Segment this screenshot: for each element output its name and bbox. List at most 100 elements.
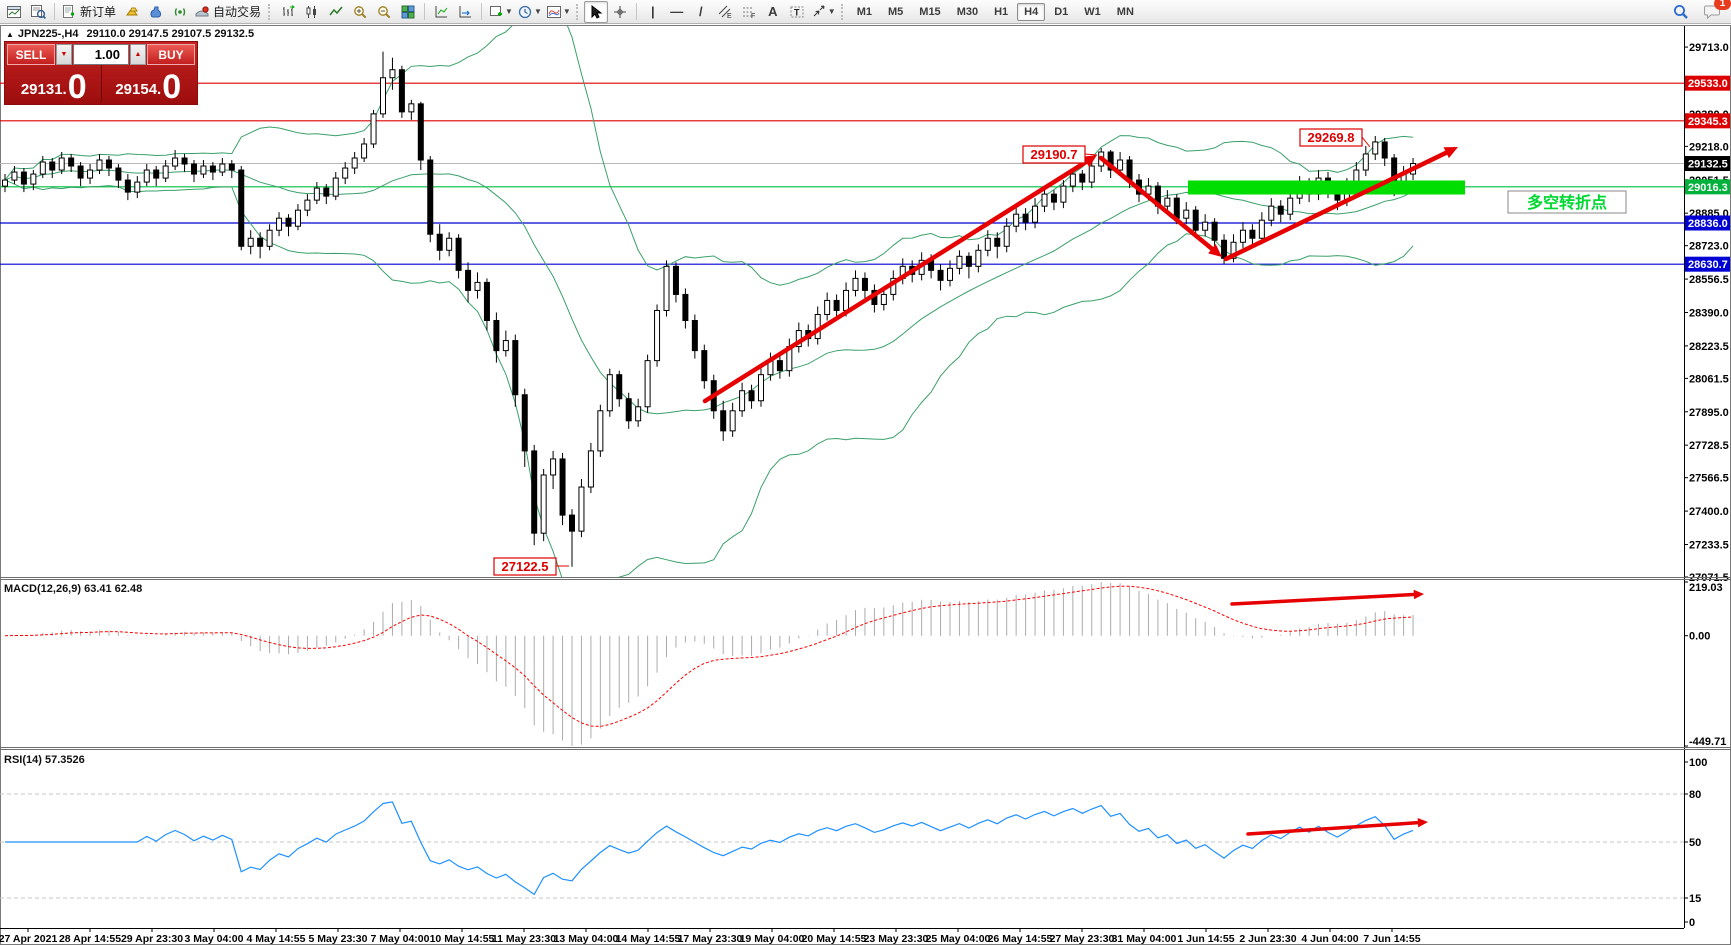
text-label-tool-button[interactable]: T — [785, 1, 809, 23]
search-button[interactable] — [1669, 1, 1693, 23]
date-tick-label: 29 Apr 23:30 — [121, 933, 183, 945]
new-order-button[interactable]: 新订单 — [59, 1, 120, 23]
sell-price[interactable]: 29131. 0 — [7, 65, 101, 104]
svg-text:15: 15 — [1689, 893, 1701, 905]
symbol-arrow-icon: ▲ — [6, 30, 14, 39]
buy-price[interactable]: 29154. 0 — [100, 65, 196, 106]
indicator-window-button[interactable] — [429, 1, 453, 23]
date-tick-label: 10 May 14:55 — [430, 933, 495, 945]
periods-button[interactable]: ▼ — [515, 1, 544, 23]
timeframe-button-h4[interactable]: H4 — [1017, 2, 1046, 21]
arrows-tool-button[interactable]: ▼ — [809, 1, 838, 23]
chart-title: ▲ JPN225-,H4 29110.0 29147.5 29107.5 29132… — [6, 28, 254, 40]
equidistant-channel-icon: E — [718, 5, 732, 20]
tile-windows-button[interactable] — [396, 1, 420, 23]
vertical-line-tool-button[interactable]: | — [641, 1, 665, 23]
dropdown-caret-icon: ▼ — [562, 7, 571, 16]
date-tick-label: 4 Jun 04:00 — [1301, 933, 1358, 945]
bars-chart-icon — [283, 4, 295, 16]
timeframe-button-h1[interactable]: H1 — [994, 5, 1009, 18]
svg-text:28223.5: 28223.5 — [1689, 341, 1729, 353]
data-window-button[interactable] — [26, 1, 50, 23]
bars-chart-button[interactable] — [276, 1, 300, 23]
chart-ohlc-values: 29110.0 29147.5 29107.5 29132.5 — [86, 28, 255, 40]
cursor-tool-button[interactable] — [583, 0, 608, 23]
auto-trading-button[interactable]: 自动交易 — [192, 1, 265, 23]
zoom-out-icon — [378, 5, 391, 18]
templates-button[interactable]: ▼ — [544, 1, 573, 23]
trade-panel-controls: SELL ▼ 1.00 ▲ BUY — [7, 44, 195, 65]
svg-text:29533.0: 29533.0 — [1688, 78, 1728, 90]
chart-window-button[interactable] — [2, 1, 26, 23]
arrow-objects-icon — [813, 5, 825, 16]
sell-button[interactable]: SELL — [7, 44, 55, 65]
notifications-button[interactable]: 1 — [1701, 0, 1731, 23]
dropdown-caret-icon: ▼ — [827, 7, 836, 16]
trend-arrows — [702, 147, 1458, 404]
search-icon — [1674, 4, 1688, 19]
candles-chart-button[interactable] — [300, 1, 324, 23]
trendline-tool-button[interactable]: / — [689, 1, 713, 23]
text-label-icon: T — [790, 6, 804, 17]
date-tick-label: 27 Apr 2021 — [0, 933, 57, 945]
timeframe-button-m15[interactable]: M15 — [919, 5, 941, 18]
text-tool-button[interactable]: A — [761, 1, 785, 23]
profiles-button[interactable] — [144, 1, 168, 23]
fibonacci-icon: F — [742, 7, 755, 20]
timeframe-button-w1[interactable]: W1 — [1084, 5, 1101, 18]
indicator-window-icon — [435, 5, 448, 17]
date-tick-label: 3 May 04:00 — [185, 933, 244, 945]
svg-text:F: F — [751, 13, 755, 20]
timeframe-button-m30[interactable]: M30 — [956, 5, 979, 18]
volume-decrease-button[interactable]: ▼ — [56, 44, 72, 65]
chart-symbol: JPN225-,H4 — [17, 28, 79, 40]
timeframe-button-m5[interactable]: M5 — [888, 5, 904, 18]
crosshair-tool-button[interactable] — [608, 1, 632, 23]
annotation-box[interactable] — [493, 557, 557, 576]
date-tick-label: 7 May 04:00 — [371, 933, 430, 945]
date-tick-label: 26 May 14:55 — [988, 933, 1053, 945]
horizontal-line-tool-button[interactable]: — — [665, 1, 689, 23]
svg-text:29132.5: 29132.5 — [1688, 159, 1728, 171]
buy-button[interactable]: BUY — [147, 44, 195, 65]
fibonacci-tool-button[interactable]: F — [737, 1, 761, 23]
candles-chart-icon — [306, 5, 317, 18]
annotation-box[interactable] — [1022, 145, 1086, 164]
zoom-out-button[interactable] — [372, 1, 396, 23]
buy-price-prefix: 29154. — [115, 81, 162, 98]
signals-button[interactable] — [168, 1, 192, 23]
date-tick-label: 1 Jun 14:55 — [1177, 933, 1234, 945]
volume-increase-button[interactable]: ▲ — [130, 44, 146, 65]
line-chart-icon — [329, 6, 343, 15]
note-box[interactable] — [1507, 190, 1627, 214]
svg-text:28836.0: 28836.0 — [1688, 218, 1728, 230]
objects-window-button[interactable] — [453, 1, 477, 23]
svg-text:E: E — [727, 13, 732, 20]
svg-text:29713.0: 29713.0 — [1689, 42, 1729, 54]
zoom-in-button[interactable] — [348, 1, 372, 23]
channel-tool-button[interactable]: E — [713, 1, 737, 23]
timeframe-button-mn[interactable]: MN — [1116, 5, 1134, 18]
profiles-icon — [150, 6, 162, 17]
svg-text:80: 80 — [1689, 789, 1701, 801]
annotation-box[interactable] — [1299, 128, 1363, 147]
auto-trading-icon — [195, 5, 209, 16]
volume-input[interactable]: 1.00 — [73, 44, 129, 65]
buy-price-big-digit: 0 — [162, 68, 182, 106]
new-order-icon — [63, 4, 74, 18]
timeframe-button-d1[interactable]: D1 — [1054, 5, 1069, 18]
date-tick-label: 23 May 23:30 — [864, 933, 929, 945]
vertical-line-icon: | — [650, 4, 655, 19]
timeframe-button-m1[interactable]: M1 — [856, 5, 872, 18]
line-chart-button[interactable] — [324, 1, 348, 23]
svg-text:-449.71: -449.71 — [1689, 736, 1726, 748]
date-tick-label: 28 Apr 14:55 — [59, 933, 121, 945]
date-tick-label: 11 May 23:30 — [492, 933, 556, 945]
auto-trading-label: 自动交易 — [213, 5, 262, 19]
new-chart-button[interactable]: ▼ — [486, 1, 515, 23]
gold-tool-button[interactable] — [120, 1, 144, 23]
macd-indicator-label: MACD(12,26,9) 63.41 62.48 — [4, 583, 143, 595]
svg-text:28390.0: 28390.0 — [1689, 307, 1729, 319]
